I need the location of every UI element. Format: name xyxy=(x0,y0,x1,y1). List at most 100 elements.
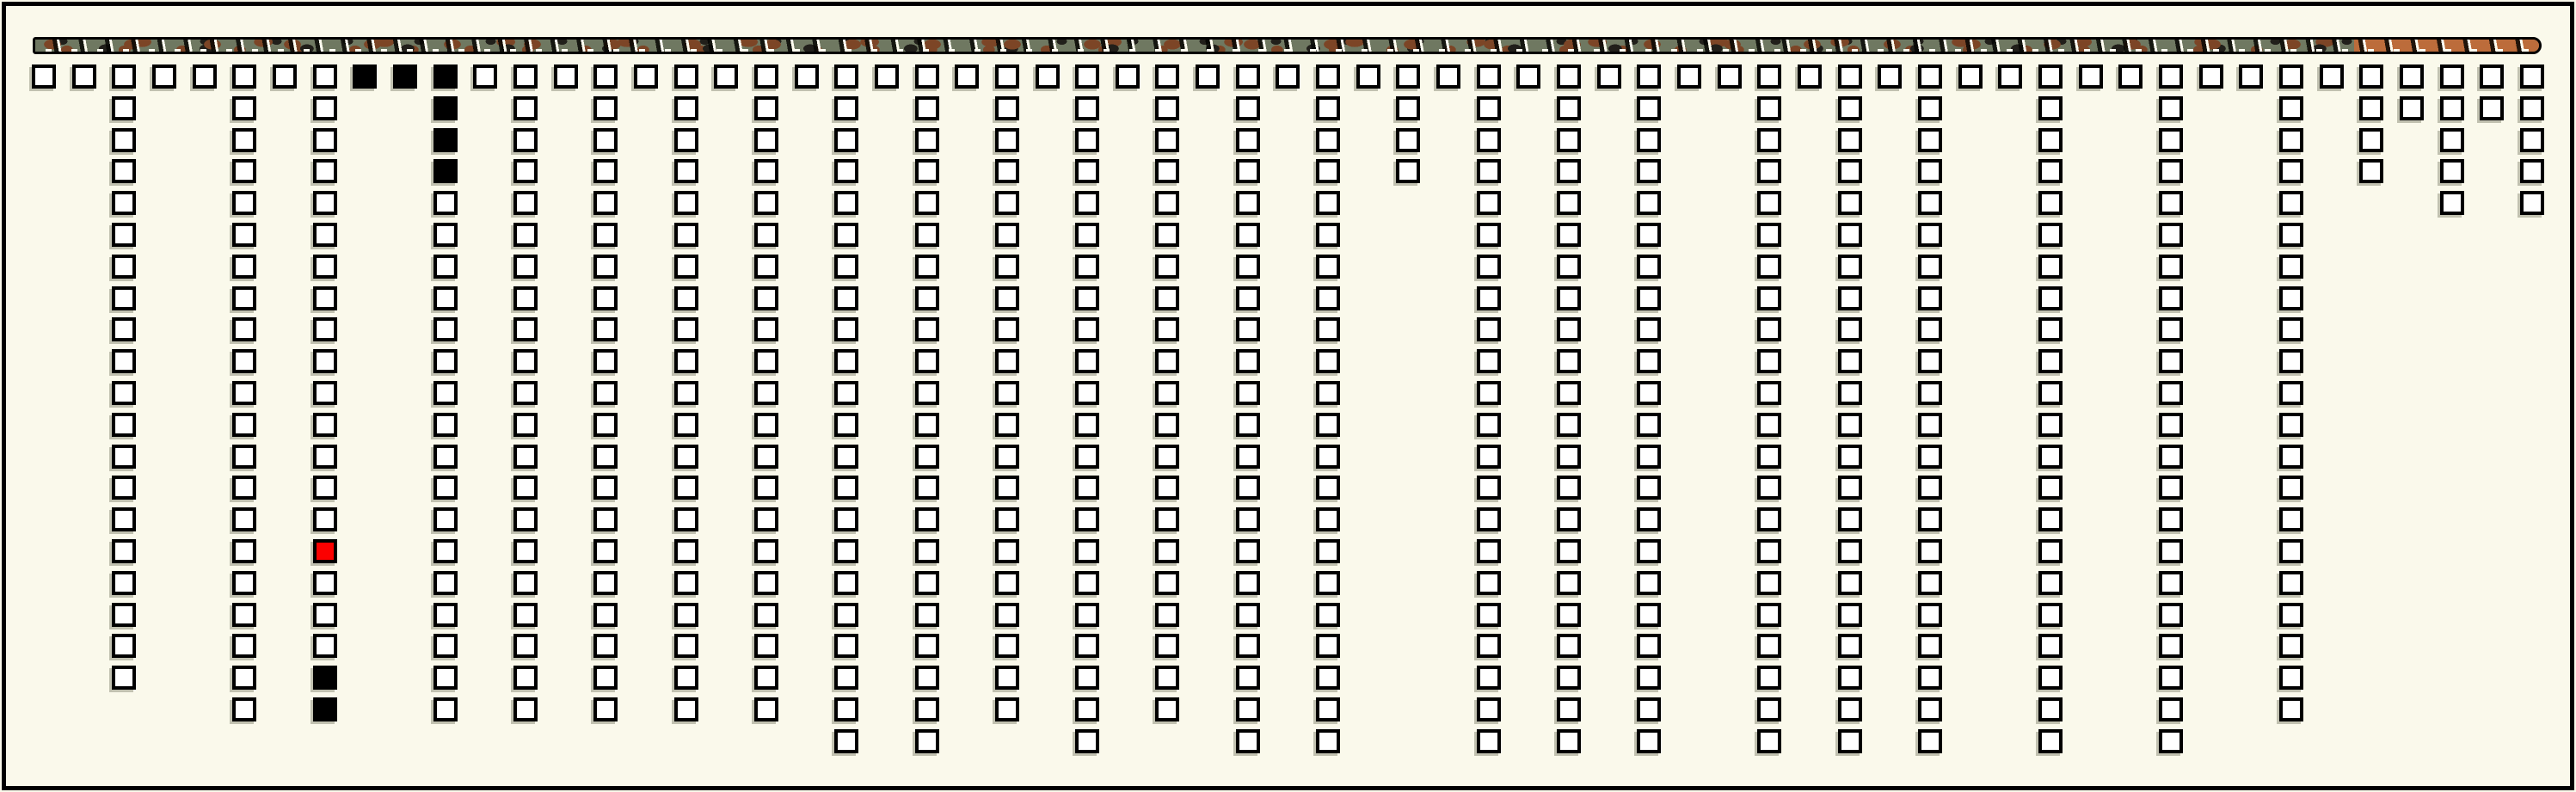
grid-square xyxy=(674,476,698,500)
grid-square xyxy=(2440,128,2464,152)
grid-square xyxy=(1838,666,1862,690)
grid-square xyxy=(1838,64,1862,89)
grid-square xyxy=(1838,349,1862,373)
grid-square xyxy=(915,507,939,531)
grid-square xyxy=(1798,64,1822,89)
grid-square xyxy=(112,507,136,531)
grid-square xyxy=(2279,349,2303,373)
grid-square xyxy=(1196,64,1220,89)
grid-square xyxy=(1155,571,1179,595)
grid-square xyxy=(1075,381,1099,405)
grid-square xyxy=(1637,634,1661,658)
grid-square xyxy=(2038,255,2063,279)
grid-square xyxy=(313,223,337,247)
grid-square xyxy=(313,381,337,405)
grid-square xyxy=(1918,571,1942,595)
grid-square xyxy=(2279,697,2303,721)
grid-square xyxy=(112,571,136,595)
grid-square xyxy=(1155,381,1179,405)
grid-square xyxy=(1918,223,1942,247)
grid-square xyxy=(313,128,337,152)
grid-square xyxy=(1236,476,1260,500)
grid-square xyxy=(433,191,458,215)
grid-square xyxy=(1838,223,1862,247)
grid-square xyxy=(593,223,618,247)
grid-square xyxy=(1236,507,1260,531)
grid-square xyxy=(1757,349,1781,373)
grid-square xyxy=(1356,64,1380,89)
grid-square xyxy=(995,159,1019,183)
grid-square-black xyxy=(313,666,337,690)
grid-square xyxy=(1155,128,1179,152)
grid-square xyxy=(1918,445,1942,469)
grid-square xyxy=(1757,286,1781,310)
grid-square xyxy=(2038,539,2063,563)
grid-square xyxy=(1075,507,1099,531)
grid-square xyxy=(1838,255,1862,279)
grid-square xyxy=(915,697,939,721)
grid-square xyxy=(2400,96,2424,120)
grid-square xyxy=(1155,413,1179,437)
grid-square xyxy=(995,255,1019,279)
grid-square xyxy=(1637,539,1661,563)
grid-square xyxy=(112,96,136,120)
grid-square xyxy=(313,349,337,373)
grid-square xyxy=(1557,159,1581,183)
grid-square xyxy=(674,159,698,183)
grid-square xyxy=(232,317,256,341)
grid-square xyxy=(1757,634,1781,658)
grid-square xyxy=(754,223,778,247)
grid-square xyxy=(754,381,778,405)
grid-square xyxy=(2279,223,2303,247)
grid-square xyxy=(112,445,136,469)
grid-square xyxy=(193,64,217,89)
grid-square xyxy=(1316,64,1340,89)
grid-square xyxy=(1477,191,1501,215)
grid-square xyxy=(834,286,858,310)
grid-square xyxy=(1838,96,1862,120)
grid-square xyxy=(674,128,698,152)
grid-square xyxy=(433,413,458,437)
grid-square xyxy=(1838,697,1862,721)
grid-square xyxy=(1316,413,1340,437)
grid-square xyxy=(513,128,538,152)
grid-square xyxy=(433,507,458,531)
grid-square xyxy=(834,223,858,247)
grid-square xyxy=(313,64,337,89)
grid-square xyxy=(754,507,778,531)
grid-square xyxy=(1637,64,1661,89)
grid-square xyxy=(2038,729,2063,753)
grid-square xyxy=(674,445,698,469)
grid-square xyxy=(2520,191,2544,215)
grid-square xyxy=(112,476,136,500)
grid-square xyxy=(754,64,778,89)
grid-square xyxy=(2279,571,2303,595)
grid-square xyxy=(513,255,538,279)
grid-square xyxy=(1477,349,1501,373)
grid-square xyxy=(1557,413,1581,437)
grid-square xyxy=(1396,159,1420,183)
grid-square xyxy=(112,603,136,627)
grid-square xyxy=(593,349,618,373)
grid-square xyxy=(2159,286,2183,310)
grid-square xyxy=(834,729,858,753)
grid-square xyxy=(915,666,939,690)
grid-square xyxy=(2159,317,2183,341)
grid-square xyxy=(1557,381,1581,405)
grid-square xyxy=(112,191,136,215)
grid-square xyxy=(593,603,618,627)
grid-square xyxy=(1838,571,1862,595)
grid-square xyxy=(1918,507,1942,531)
grid-square xyxy=(1155,634,1179,658)
grid-square xyxy=(1155,286,1179,310)
grid-square xyxy=(1597,64,1621,89)
grid-square xyxy=(1075,634,1099,658)
grid-square xyxy=(593,381,618,405)
grid-square xyxy=(995,445,1019,469)
grid-square xyxy=(2279,381,2303,405)
grid-square xyxy=(1316,507,1340,531)
grid-square xyxy=(2159,255,2183,279)
grid-square xyxy=(1757,603,1781,627)
grid-square xyxy=(1155,64,1179,89)
grid-square xyxy=(1316,159,1340,183)
